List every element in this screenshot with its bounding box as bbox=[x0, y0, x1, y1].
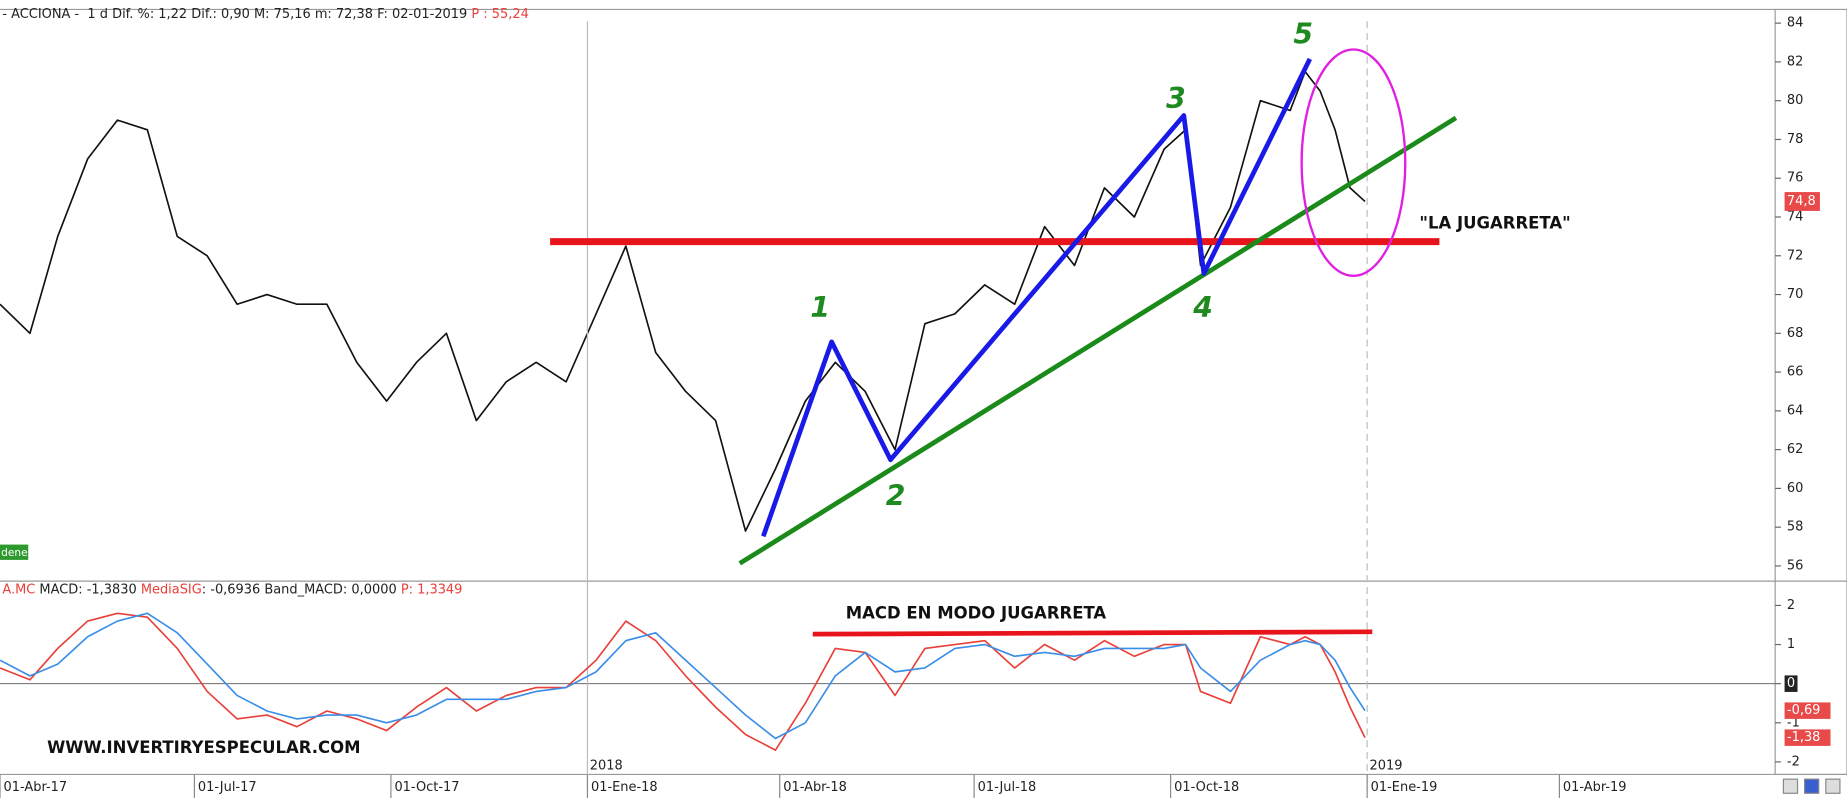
wave-number: 1 bbox=[810, 291, 830, 324]
toolbar-button[interactable] bbox=[1804, 778, 1820, 794]
header-text: : -0,6936 Band_MACD: 0,0000 bbox=[202, 582, 401, 597]
wave-lines bbox=[761, 57, 1312, 538]
y-tick-label: 58 bbox=[1787, 520, 1803, 535]
header-text: A.MC bbox=[2, 582, 39, 597]
annotation-text: MACD EN MODO JUGARRETA bbox=[846, 604, 1107, 623]
macd-header: A.MC MACD: -1,3830 MediaSIG: -0,6936 Ban… bbox=[2, 582, 462, 597]
y-tick-label: 76 bbox=[1787, 171, 1803, 186]
year-label: 2018 bbox=[590, 759, 623, 774]
x-tick-label: 01-Ene-19 bbox=[1371, 780, 1438, 795]
y-tick-label: 84 bbox=[1787, 16, 1803, 31]
x-tick-label: 01-Jul-17 bbox=[198, 780, 257, 795]
x-tick-label: 01-Abr-17 bbox=[4, 780, 68, 795]
right-axis bbox=[1774, 8, 1847, 776]
x-tick-label: 01-Abr-19 bbox=[1563, 780, 1627, 795]
value-box-label: -0,69 bbox=[1787, 703, 1821, 718]
annotations: "LA JUGARRETA" 1 2 3 4 5 MACD EN MODO JU… bbox=[0, 17, 1571, 757]
toolbar-button[interactable] bbox=[1782, 778, 1799, 794]
x-tick-label: 01-Ene-18 bbox=[591, 780, 658, 795]
y-tick-label: 78 bbox=[1787, 132, 1803, 147]
y-tick-label: 2 bbox=[1787, 598, 1795, 613]
price-header: - ACCIONA - 1 d Dif. %: 1,22 Dif.: 0,90 … bbox=[2, 7, 529, 22]
toolbar bbox=[1782, 778, 1841, 794]
year-label: 2019 bbox=[1369, 759, 1402, 774]
wave-number: 3 bbox=[1166, 82, 1186, 115]
trend-line bbox=[738, 115, 1458, 566]
y-tick-label: 66 bbox=[1787, 365, 1803, 380]
side-label: denes bbox=[1, 547, 33, 559]
wave-number: 5 bbox=[1293, 17, 1313, 50]
y-tick-label: 64 bbox=[1787, 403, 1803, 418]
y-tick-label: 82 bbox=[1787, 54, 1803, 69]
y-tick-label: -2 bbox=[1787, 754, 1800, 769]
header-text: P : 55,24 bbox=[471, 7, 528, 22]
header-text: P: 1,3349 bbox=[401, 582, 463, 597]
highlight-ellipse bbox=[1300, 48, 1407, 278]
y-tick-label: 80 bbox=[1787, 93, 1803, 108]
y-tick-label: 70 bbox=[1787, 287, 1803, 302]
y-tick-label: 74 bbox=[1787, 210, 1803, 225]
y-tick-label: 60 bbox=[1787, 481, 1803, 496]
plot-area: 56586062646668707274767880828474,8-2-101… bbox=[0, 16, 1831, 798]
annotation-text: "LA JUGARRETA" bbox=[1419, 213, 1570, 232]
x-tick-label: 01-Oct-17 bbox=[394, 780, 459, 795]
y-tick-label: 1 bbox=[1787, 637, 1795, 652]
last-value-box bbox=[1784, 192, 1820, 211]
last-value-label: 74,8 bbox=[1787, 194, 1816, 209]
header-text: - ACCIONA - 1 d Dif. %: 1,22 Dif.: 0,90 … bbox=[2, 7, 471, 22]
header-text: : -1,3830 bbox=[78, 582, 141, 597]
wave-number: 2 bbox=[886, 479, 906, 512]
toolbar-button[interactable] bbox=[1825, 778, 1841, 794]
watermark: WWW.INVERTIRYESPECULAR.COM bbox=[47, 738, 360, 757]
data-line bbox=[0, 612, 1366, 751]
value-box bbox=[1784, 729, 1831, 746]
y-tick-label: -1 bbox=[1787, 715, 1800, 730]
side-label-box bbox=[0, 544, 29, 560]
data-line bbox=[0, 612, 1366, 740]
x-tick-label: 01-Oct-18 bbox=[1174, 780, 1239, 795]
legend-entry: MACD bbox=[39, 582, 78, 597]
macd-line-annotation bbox=[812, 629, 1373, 637]
x-tick-label: 01-Jul-18 bbox=[978, 780, 1037, 795]
x-tick-label: 01-Abr-18 bbox=[783, 780, 847, 795]
wave-number: 4 bbox=[1192, 291, 1213, 324]
y-tick-label: 68 bbox=[1787, 326, 1803, 341]
y-tick-label: 62 bbox=[1787, 442, 1803, 457]
value-box bbox=[1784, 675, 1798, 692]
value-box-label: 0 bbox=[1787, 676, 1795, 691]
value-box-label: -1,38 bbox=[1787, 730, 1821, 745]
value-box bbox=[1784, 702, 1831, 719]
legend-entry: MediaSIG bbox=[141, 582, 202, 597]
y-tick-label: 72 bbox=[1787, 248, 1803, 263]
y-tick-label: 56 bbox=[1787, 558, 1803, 573]
